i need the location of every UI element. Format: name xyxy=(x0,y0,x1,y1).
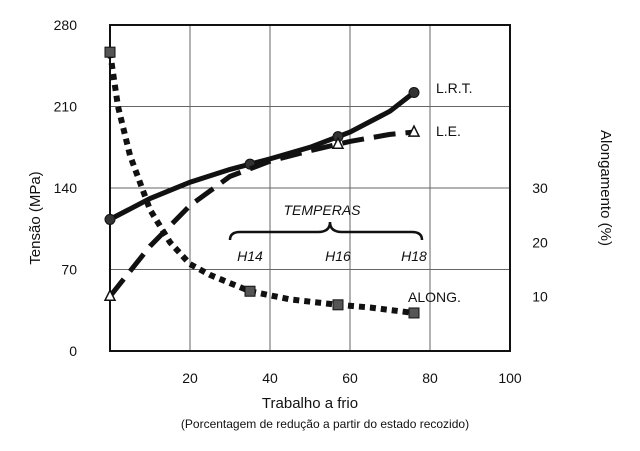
x-tick-label: 20 xyxy=(182,370,198,386)
y-tick-label-left: 70 xyxy=(61,262,77,278)
series-marker-l-e xyxy=(407,124,421,137)
tempers-brace xyxy=(228,221,424,241)
x-tick-label: 40 xyxy=(262,370,278,386)
ticks: 20 40 60 80 100 0 70 140 210 280 10 20 30 xyxy=(54,17,548,386)
x-axis-label: Trabalho a frio xyxy=(262,395,358,412)
y-tick-label-left: 0 xyxy=(69,343,77,359)
y-tick-label-right: 20 xyxy=(532,234,548,250)
series-label: ALONG. xyxy=(408,289,461,305)
temper-label-h14: H14 xyxy=(237,248,263,264)
series-marker-l-r-t xyxy=(104,213,116,225)
series-group xyxy=(103,46,421,319)
series-marker-along xyxy=(408,307,420,319)
x-axis-sublabel: (Porcentagem de redução a partir do esta… xyxy=(181,417,469,431)
y-tick-label-left: 140 xyxy=(54,180,78,196)
temper-label-h16: H16 xyxy=(325,248,351,264)
y-tick-label-right: 30 xyxy=(532,180,548,196)
temper-label-h18: H18 xyxy=(401,248,427,264)
y-tick-label-left: 280 xyxy=(54,17,78,33)
y-tick-label-left: 210 xyxy=(54,99,78,115)
y-axis-label-right: Alongamento (%) xyxy=(597,130,614,246)
series-marker-along xyxy=(104,46,116,58)
series-marker-l-e xyxy=(331,136,345,149)
series-line-l-r-t xyxy=(107,90,417,222)
series-marker-l-r-t xyxy=(408,87,420,99)
series-label: L.R.T. xyxy=(436,80,473,96)
tempers-title: TEMPERAS xyxy=(283,202,361,218)
x-tick-label: 80 xyxy=(422,370,438,386)
x-tick-label: 100 xyxy=(498,370,522,386)
series-label: L.E. xyxy=(436,123,461,139)
series-marker-l-e xyxy=(103,288,117,302)
series-marker-along xyxy=(332,299,344,311)
plot-frame xyxy=(109,24,511,352)
series-marker-along xyxy=(244,285,256,297)
series-labels: L.R.T. L.E. ALONG. xyxy=(408,80,473,305)
x-tick-label: 60 xyxy=(342,370,358,386)
y-axis-label-left: Tensão (MPa) xyxy=(27,171,44,264)
tempers-annotation: TEMPERAS H14 H16 H18 xyxy=(228,202,427,264)
y-tick-label-right: 10 xyxy=(532,289,548,305)
series-line-along xyxy=(107,51,415,316)
